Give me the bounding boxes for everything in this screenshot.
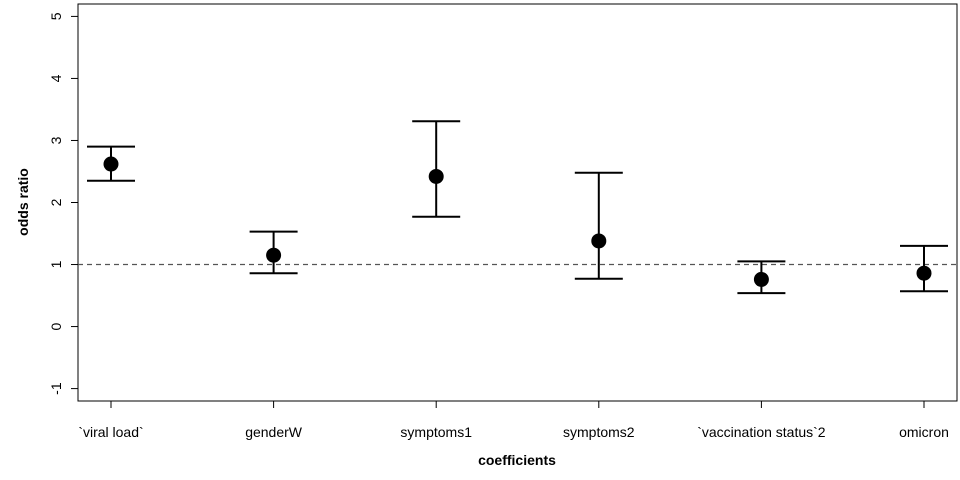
plot-frame <box>77 3 958 402</box>
x-tick-label: `vaccination status`2 <box>697 424 826 440</box>
x-tick-label: `viral load` <box>78 424 143 440</box>
estimate-point <box>753 271 769 287</box>
series-marks <box>87 120 948 295</box>
estimate-point <box>591 233 607 249</box>
y-tick-label: 3 <box>48 136 64 144</box>
y-tick-label: 1 <box>48 260 64 268</box>
x-axis: `viral load` genderW symptoms1 symptoms2 `va… <box>78 401 949 440</box>
estimate-point <box>916 265 932 281</box>
y-tick-label: -1 <box>48 382 64 395</box>
x-tick-label: symptoms1 <box>400 424 472 440</box>
y-axis: -1 0 1 2 3 4 5 <box>48 12 78 395</box>
x-tick-label: symptoms2 <box>563 424 635 440</box>
x-tick-label: genderW <box>245 424 303 440</box>
estimate-point <box>428 168 444 184</box>
y-tick-label: 5 <box>48 12 64 20</box>
estimate-point <box>266 247 282 263</box>
y-tick-label: 4 <box>48 74 64 82</box>
y-tick-label: 0 <box>48 322 64 330</box>
x-axis-title: coefficients <box>478 452 556 468</box>
y-axis-title: odds ratio <box>15 168 31 236</box>
x-tick-label: omicron <box>899 424 949 440</box>
estimate-point <box>103 156 119 172</box>
y-tick-label: 2 <box>48 198 64 206</box>
